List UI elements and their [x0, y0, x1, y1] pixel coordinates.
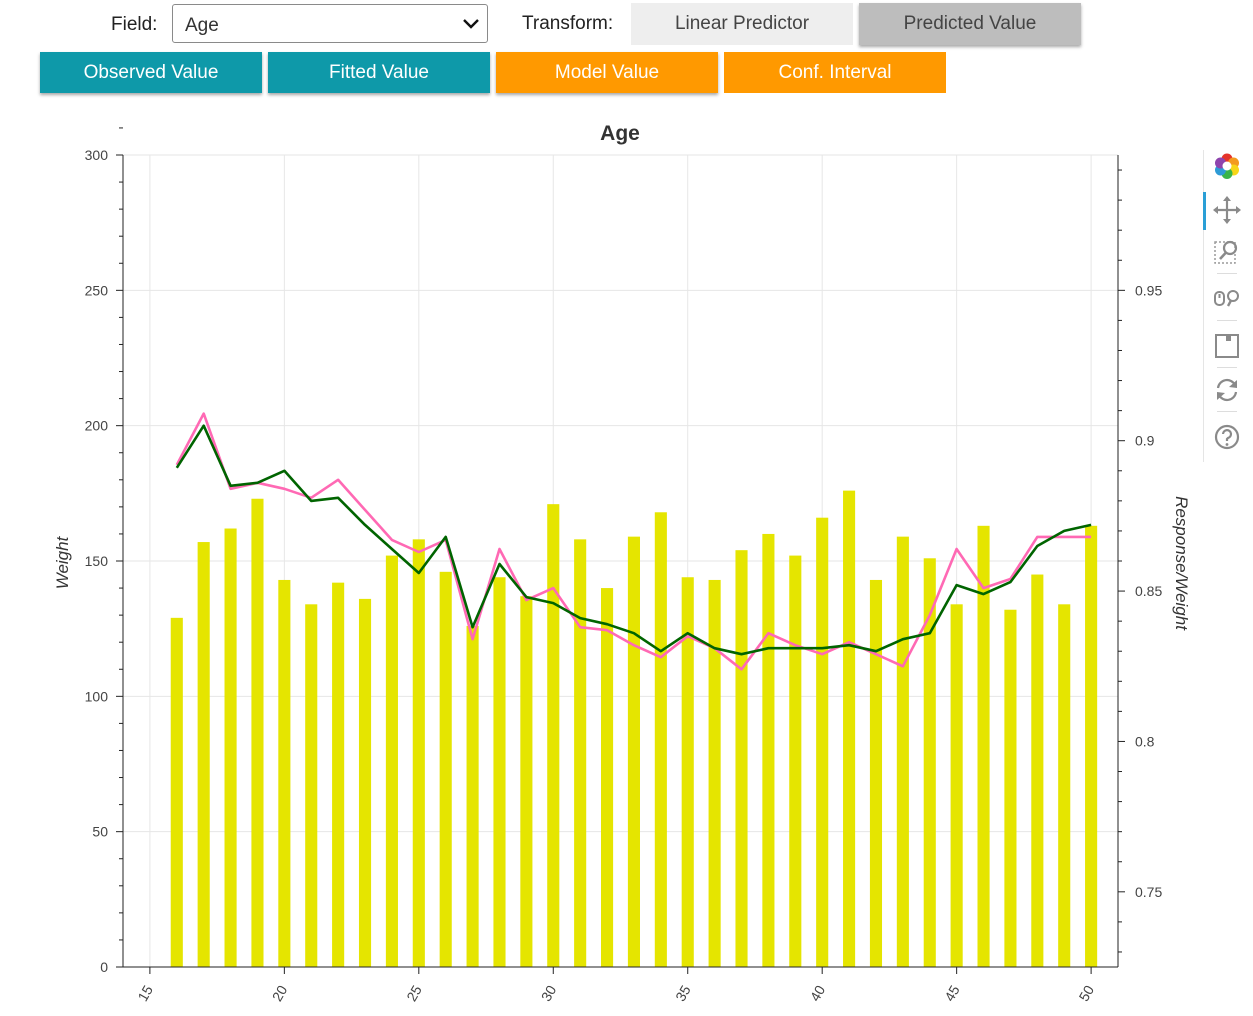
- x-tick-label: 15: [134, 982, 156, 1004]
- bar: [358, 598, 372, 967]
- box-zoom-icon[interactable]: [1212, 237, 1242, 267]
- bar: [520, 596, 533, 967]
- observed-line: [175, 412, 1092, 671]
- y-axis-title: Weight: [53, 535, 72, 589]
- bar: [547, 504, 560, 967]
- y2-tick-label: 0.75: [1135, 884, 1162, 900]
- conf-interval-toggle[interactable]: Conf. Interval: [724, 52, 946, 93]
- bar: [305, 604, 318, 967]
- bar: [923, 558, 936, 967]
- y2-axis-title: Response/Weight: [1172, 496, 1191, 631]
- y-tick-label: 300: [85, 147, 109, 163]
- bar: [574, 539, 587, 967]
- toolbar-separator: [1217, 320, 1237, 321]
- bar: [681, 577, 694, 967]
- toolbar-separator: [1217, 367, 1237, 368]
- active-tool-indicator: [1203, 192, 1206, 230]
- line-series: [175, 412, 1092, 671]
- chart-title: Age: [600, 122, 640, 145]
- chevron-down-icon: [463, 19, 479, 29]
- bar: [466, 625, 479, 967]
- fitted-line: [175, 424, 1092, 656]
- bar: [278, 579, 291, 967]
- chart[interactable]: 15 20 25 30 35 40 45 50 0 50 100 150 200 250 300 0.75 0.…: [0, 0, 1200, 1016]
- field-select-value: Age: [185, 15, 219, 36]
- bar: [762, 533, 775, 967]
- y2-tick-label: 0.95: [1135, 282, 1162, 298]
- help-icon[interactable]: [1212, 422, 1242, 452]
- bar-series: [170, 490, 1098, 967]
- y2-tick-label: 0.9: [1135, 433, 1155, 449]
- bar: [950, 604, 963, 967]
- x-tick-label: 25: [403, 982, 425, 1004]
- y-tick-label: 0: [100, 959, 108, 975]
- x-tick-label: 45: [941, 982, 963, 1004]
- save-icon[interactable]: [1212, 331, 1242, 361]
- bar: [977, 525, 990, 967]
- model-value-toggle[interactable]: Model Value: [496, 52, 718, 93]
- axes: 15 20 25 30 35 40 45 50 0 50 100 150 200 250 300 0.75 0.…: [85, 127, 1162, 1004]
- bokeh-logo-icon[interactable]: [1212, 151, 1242, 181]
- y2-tick-label: 0.8: [1135, 733, 1155, 749]
- x-tick-label: 30: [538, 982, 560, 1004]
- bar: [170, 617, 183, 967]
- bar: [789, 555, 802, 967]
- bar: [1085, 525, 1098, 967]
- bar: [654, 512, 667, 967]
- field-label: Field:: [111, 14, 158, 35]
- x-tick-label: 20: [269, 982, 291, 1004]
- bar: [1004, 609, 1017, 967]
- pan-icon[interactable]: [1212, 195, 1242, 225]
- bar: [493, 577, 506, 967]
- bar: [843, 490, 856, 967]
- y-tick-label: 200: [85, 418, 109, 434]
- grid: [123, 154, 1118, 968]
- bar: [896, 536, 909, 967]
- bar: [439, 571, 452, 967]
- y-tick-label: 250: [85, 282, 109, 298]
- bar: [869, 579, 883, 967]
- x-tick-label: 40: [807, 982, 829, 1004]
- wheel-zoom-icon[interactable]: [1212, 284, 1242, 314]
- observed-value-toggle[interactable]: Observed Value: [40, 52, 262, 93]
- bar: [251, 498, 264, 967]
- bar: [224, 528, 237, 967]
- y-tick-label: 50: [92, 824, 108, 840]
- toolbar-separator: [1217, 411, 1237, 412]
- y-tick-label: 150: [85, 553, 109, 569]
- y2-tick-label: 0.85: [1135, 583, 1162, 599]
- bar: [197, 542, 210, 967]
- bar: [735, 550, 748, 967]
- bar: [332, 582, 345, 967]
- bar: [385, 555, 398, 967]
- toolbar-separator: [1217, 273, 1237, 274]
- transform-label: Transform:: [522, 13, 614, 34]
- chart-toolbar: [1203, 150, 1250, 462]
- y-tick-label: 100: [85, 688, 109, 704]
- field-select[interactable]: Age: [172, 4, 488, 43]
- bar: [1031, 574, 1044, 967]
- bar: [1058, 604, 1071, 967]
- bar: [708, 579, 721, 967]
- transform-predicted-value-button[interactable]: Predicted Value: [859, 3, 1081, 45]
- x-tick-label: 35: [672, 982, 694, 1004]
- x-tick-label: 50: [1076, 982, 1098, 1004]
- bar: [627, 536, 640, 967]
- fitted-value-toggle[interactable]: Fitted Value: [268, 52, 490, 93]
- bar: [412, 539, 425, 967]
- bar: [816, 517, 829, 967]
- reset-icon[interactable]: [1212, 375, 1242, 405]
- transform-linear-predictor-button[interactable]: Linear Predictor: [631, 3, 853, 45]
- bar: [601, 588, 614, 967]
